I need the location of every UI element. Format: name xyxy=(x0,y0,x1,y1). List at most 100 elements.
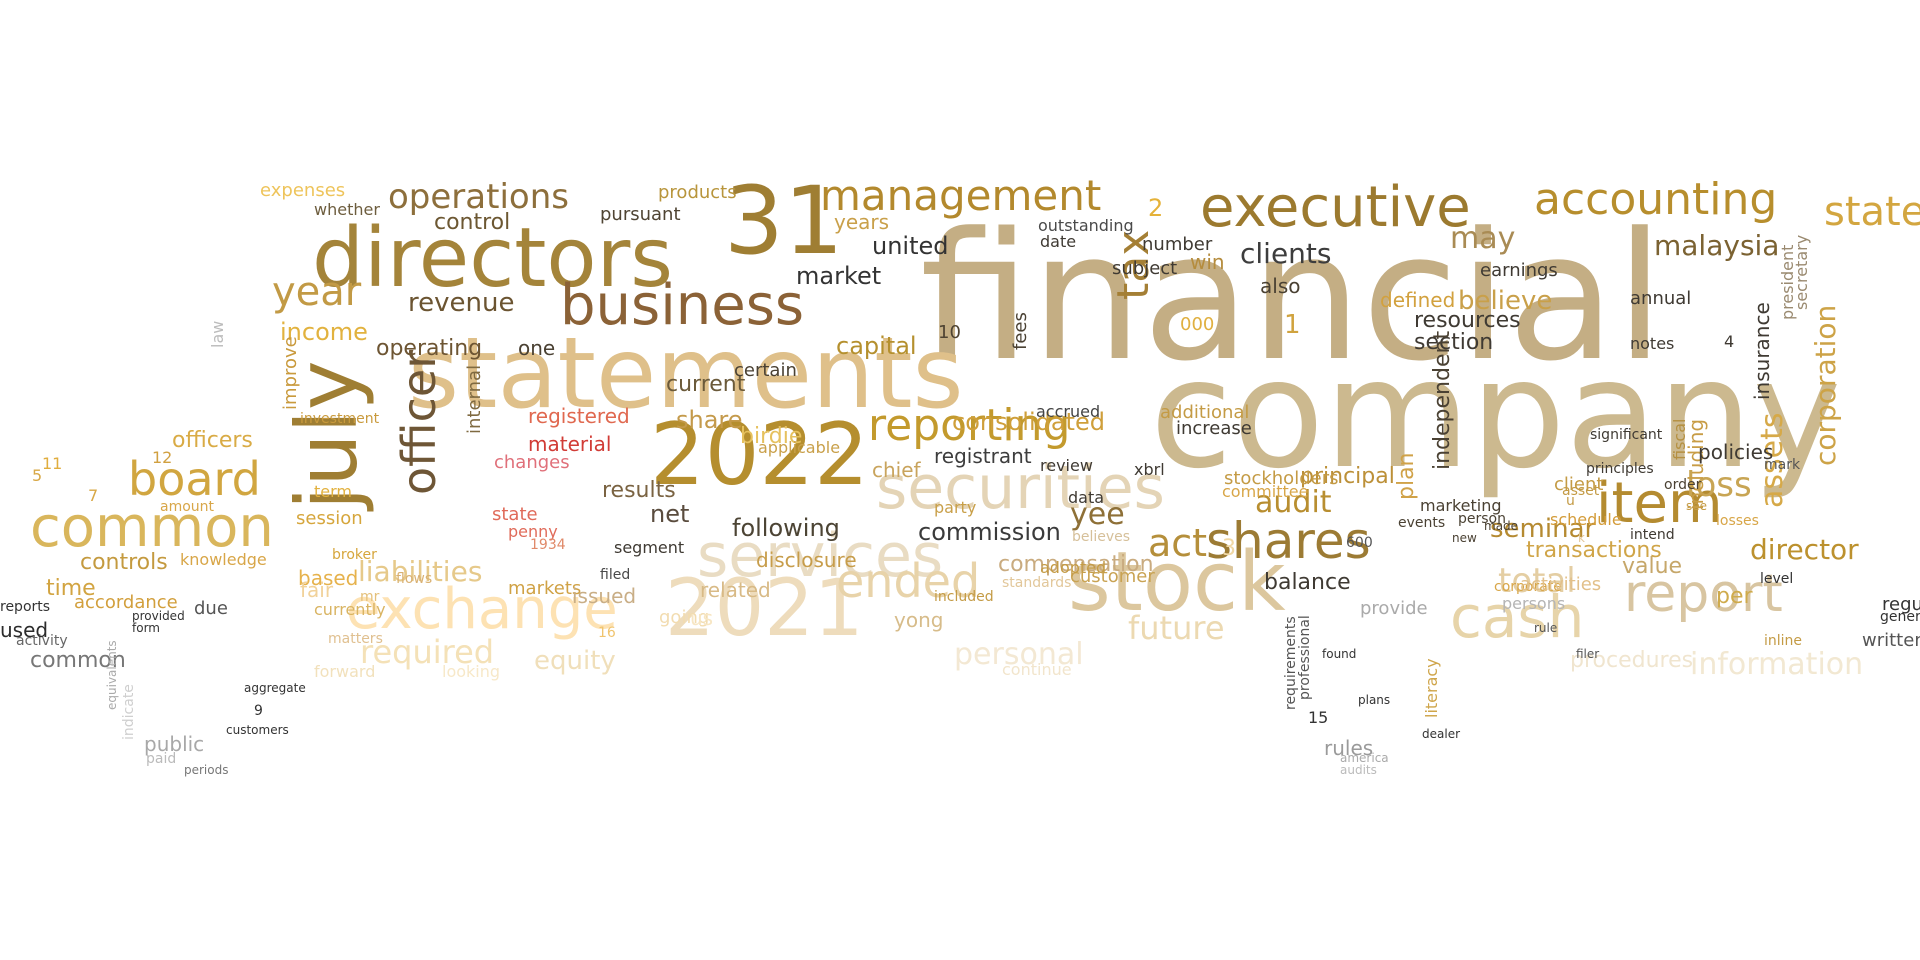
cloud-word: company xyxy=(1150,328,1842,502)
cloud-word: provide xyxy=(1360,598,1428,619)
cloud-word: flows xyxy=(396,571,433,587)
cloud-word: following xyxy=(732,514,840,542)
cloud-word: used xyxy=(0,618,49,642)
cloud-word: significant xyxy=(1590,427,1663,443)
cloud-word: accounting xyxy=(1534,174,1778,225)
cloud-word: 2 xyxy=(1148,194,1164,222)
cloud-word: control xyxy=(434,210,511,235)
cloud-word: commission xyxy=(918,518,1061,546)
cloud-word: rule xyxy=(1534,621,1558,635)
cloud-word: clients xyxy=(1240,237,1332,270)
cloud-word: believes xyxy=(1072,529,1131,545)
cloud-word: made xyxy=(1484,519,1519,533)
cloud-word: management xyxy=(820,171,1102,220)
cloud-word: 31 xyxy=(724,167,844,276)
cloud-word: written xyxy=(1862,630,1920,651)
cloud-word: years xyxy=(834,210,890,234)
cloud-word: knowledge xyxy=(180,550,267,569)
cloud-word: reports xyxy=(0,599,51,615)
cloud-word: resources xyxy=(1414,308,1521,333)
cloud-word: disclosure xyxy=(756,548,857,572)
cloud-word: marketing xyxy=(1420,496,1502,515)
cloud-word: indicate xyxy=(121,684,137,740)
cloud-word: statements xyxy=(408,317,964,431)
cloud-word: principles xyxy=(1586,461,1654,477)
cloud-word: paid xyxy=(146,751,177,767)
cloud-word: based xyxy=(298,566,359,590)
cloud-word: certain xyxy=(734,360,797,381)
cloud-word: 9 xyxy=(254,703,263,719)
cloud-word: continue xyxy=(1002,660,1072,679)
cloud-word: malaysia xyxy=(1654,229,1780,262)
cloud-word: controls xyxy=(80,550,168,575)
cloud-word: periods xyxy=(184,763,229,777)
cloud-word: win xyxy=(1190,250,1225,274)
cloud-word: client xyxy=(1554,474,1604,495)
cloud-word: segment xyxy=(614,538,685,557)
cloud-word: executive xyxy=(1200,175,1471,240)
cloud-word: professional xyxy=(1297,615,1313,700)
cloud-word: board xyxy=(128,452,261,506)
cloud-word: rules xyxy=(1324,736,1374,760)
cloud-word: plans xyxy=(1358,693,1391,707)
cloud-word: 7 xyxy=(88,486,99,505)
cloud-word: yong xyxy=(894,608,944,632)
cloud-word: person xyxy=(1458,511,1506,527)
cloud-word: 1934 xyxy=(530,537,566,553)
cloud-word: regulation xyxy=(1882,594,1920,615)
cloud-word: order xyxy=(1664,477,1702,493)
cloud-word: products xyxy=(658,182,737,203)
cloud-word: markets xyxy=(508,578,582,599)
cloud-word: aggregate xyxy=(244,681,306,695)
cloud-word: applicable xyxy=(758,438,841,457)
cloud-word: customer xyxy=(1070,566,1155,587)
cloud-word: amount xyxy=(160,499,215,515)
cloud-word: subject xyxy=(1112,258,1178,279)
cloud-word: adopted xyxy=(1040,558,1107,577)
cloud-word: procedures xyxy=(1570,648,1694,673)
cloud-word: level xyxy=(1760,571,1794,587)
cloud-word: number xyxy=(1142,234,1213,255)
cloud-word: fees xyxy=(1010,312,1031,350)
cloud-word: data xyxy=(1068,488,1105,507)
cloud-word: outstanding xyxy=(1038,216,1134,235)
cloud-word: dealer xyxy=(1422,727,1461,741)
cloud-word: ended xyxy=(836,554,981,608)
cloud-word: 2022 xyxy=(650,405,869,505)
cloud-word: accordance xyxy=(74,592,178,613)
cloud-word: 1 xyxy=(1284,310,1301,340)
cloud-word: operations xyxy=(388,177,569,217)
cloud-word: additional xyxy=(1160,402,1250,423)
cloud-word: compensation xyxy=(998,552,1154,577)
cloud-word: information xyxy=(1690,647,1864,682)
cloud-word: changes xyxy=(494,452,570,473)
cloud-word: included xyxy=(934,589,994,605)
cloud-word: 12 xyxy=(152,448,173,467)
cloud-word: fair xyxy=(300,578,334,602)
cloud-word: requirements xyxy=(1283,616,1299,710)
cloud-word: corporate xyxy=(1494,579,1562,595)
cloud-word: future xyxy=(1128,609,1225,647)
cloud-word: persons xyxy=(1502,594,1566,613)
cloud-word: operating xyxy=(376,336,483,361)
cloud-word: registered xyxy=(528,404,630,428)
cloud-word: common xyxy=(30,648,126,673)
cloud-word: state xyxy=(492,504,538,525)
cloud-word: committee xyxy=(1222,482,1309,501)
cloud-word: going xyxy=(659,607,710,628)
cloud-word: seminar xyxy=(1490,514,1596,544)
cloud-word: equity xyxy=(534,646,616,676)
cloud-word: mr xyxy=(360,589,380,605)
cloud-word: business xyxy=(560,273,805,338)
cloud-word: birdie xyxy=(740,424,803,449)
cloud-word: filer xyxy=(1576,647,1600,661)
cloud-word: defined xyxy=(1380,288,1456,312)
cloud-word: asset xyxy=(1562,483,1600,499)
cloud-word: new xyxy=(1452,531,1477,545)
cloud-word: item xyxy=(1596,471,1723,536)
cloud-word: stockholders xyxy=(1224,468,1339,489)
cloud-word: services xyxy=(697,521,944,591)
cloud-word: common xyxy=(30,495,274,560)
cloud-word: share xyxy=(676,406,743,434)
